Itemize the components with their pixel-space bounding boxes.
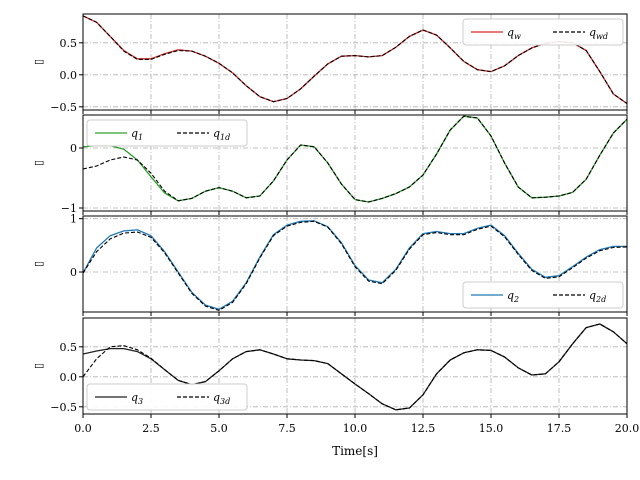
y-tick-label: 1: [70, 213, 77, 226]
y-axis-label: ▯: [32, 160, 45, 166]
legend-label-q_wd: qwd: [589, 26, 608, 41]
y-tick-label: 0.0: [60, 371, 78, 384]
y-axis-label: ▯: [32, 59, 45, 65]
legend-q3: q3 q3d: [86, 383, 248, 411]
y-tick-label: 0: [70, 142, 77, 155]
legend-box: [462, 18, 624, 46]
x-tick-label: 0.0: [74, 422, 92, 435]
x-tick-label: 2.5: [142, 422, 160, 435]
y-tick-label: 0.5: [60, 341, 78, 354]
series-q1: [83, 115, 627, 203]
series-line-q_wd: [83, 15, 627, 105]
x-tick-label: 15.0: [479, 422, 504, 435]
y-tick-label: −0.5: [50, 401, 77, 414]
series-q3: [83, 323, 627, 411]
legend-label-q_2: q2: [507, 289, 519, 304]
chart-panels: 0.5 0.0 −0.5 ▯ qw qwd 0 −1 ▯ q1 q1d 1 0 ▯ q2 q2d 0.5 0.0 −…: [32, 13, 628, 418]
y-tick-label: 0.0: [60, 69, 78, 82]
legend-q2: q2 q2d: [462, 281, 624, 309]
legend-label-q_2d: q2d: [589, 289, 606, 304]
x-tick-label: 20.0: [615, 422, 640, 435]
legend-qw: qw qwd: [462, 18, 624, 46]
y-axis-label: ▯: [32, 261, 45, 267]
series-q2: [83, 220, 627, 311]
x-tick-label: 12.5: [411, 422, 436, 435]
x-axis: 0.0 2.5 5.0 7.5 10.0 12.5 15.0 17.5 20.0: [74, 422, 639, 435]
series-qw: [83, 15, 627, 105]
series-line-q_2: [83, 220, 627, 310]
x-tick-label: 5.0: [210, 422, 228, 435]
x-tick-label: 10.0: [343, 422, 368, 435]
legend-label-q_1: q1: [131, 127, 143, 142]
x-axis-label: Time[s]: [332, 444, 378, 458]
legend-box: [462, 281, 624, 309]
subplot-q2: 1 0 ▯ q2 q2d: [32, 213, 628, 316]
series-line-q_3d: [83, 323, 627, 411]
subplot-q1: 0 −1 ▯ q1 q1d: [32, 114, 628, 215]
legend-q1: q1 q1d: [86, 119, 248, 147]
legend-box: [86, 383, 248, 411]
subplot-qw: 0.5 0.0 −0.5 ▯ qw qwd: [32, 13, 628, 114]
y-tick-label: −0.5: [50, 101, 77, 114]
legend-label-q_3d: q3d: [213, 391, 230, 406]
legend-label-q_3: q3: [131, 391, 143, 406]
series-line-q_1d: [83, 115, 627, 203]
x-tick-label: 7.5: [278, 422, 296, 435]
series-line-q_2d: [83, 220, 627, 311]
y-tick-label: −1: [61, 202, 77, 215]
legend-label-q_w: qw: [507, 26, 521, 41]
y-tick-label: 0: [70, 266, 77, 279]
y-axis-label: ▯: [32, 363, 45, 369]
legend-label-q_1d: q1d: [213, 127, 230, 142]
subplot-q3: 0.5 0.0 −0.5 ▯ q3 q3d: [32, 317, 628, 418]
x-tick-label: 17.5: [547, 422, 572, 435]
y-tick-label: 0.5: [60, 37, 78, 50]
legend-box: [86, 119, 248, 147]
